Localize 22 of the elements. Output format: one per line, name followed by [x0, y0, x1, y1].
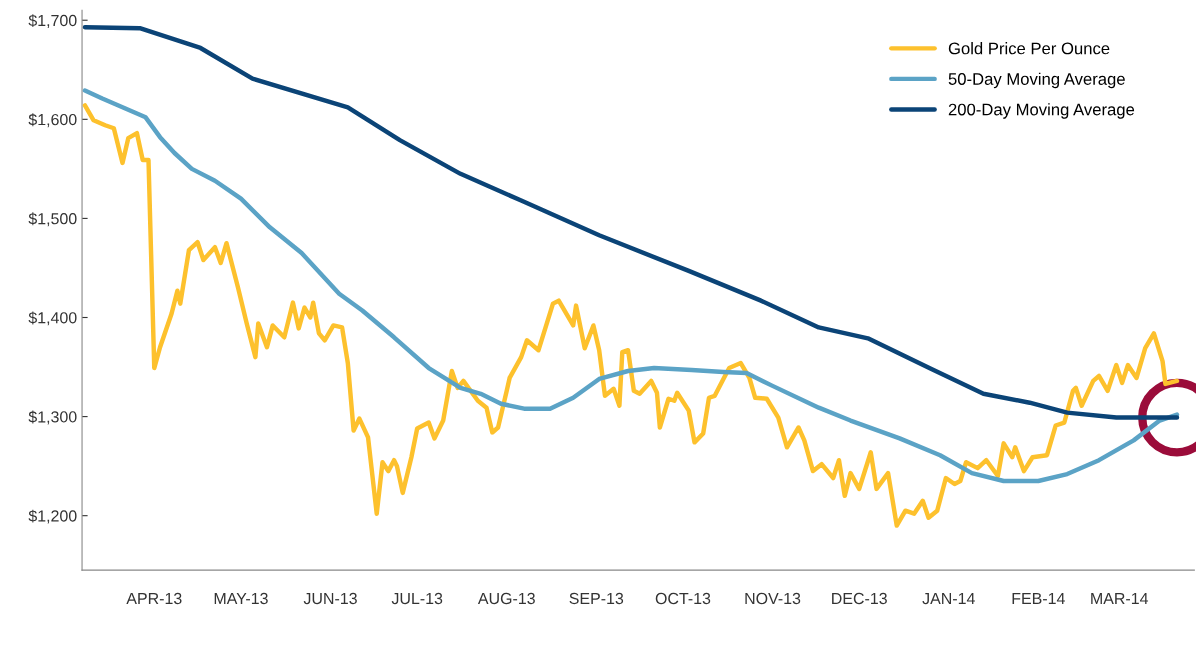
x-tick-label: MAR-14 [1091, 592, 1149, 604]
x-tick-label: AUG-13 [477, 592, 535, 605]
x-tick-label: JUL-13 [391, 592, 443, 605]
x-tick-label: OCT-13 [655, 592, 711, 605]
x-tick-label: SEP-13 [569, 592, 624, 605]
y-tick-label: $1,500 [28, 212, 77, 227]
legend-label: 50-Day Moving Average [948, 72, 1125, 89]
y-tick-label: $1,200 [28, 509, 77, 524]
line-series [82, 24, 1180, 420]
y-tick-label: $1,700 [28, 14, 77, 29]
x-tick-label: MAY-13 [214, 592, 268, 605]
x-tick-label: APR-13 [126, 592, 182, 605]
y-tick-label: $1,600 [28, 113, 77, 128]
x-tick-label: JAN-14 [922, 592, 975, 605]
x-tick-label: DEC-13 [832, 592, 887, 605]
y-tick-label: $1,400 [28, 311, 77, 326]
x-tick-label: NOV-13 [745, 592, 801, 605]
y-tick-label: $1,300 [28, 410, 77, 425]
x-tick-label: JUN-13 [303, 592, 357, 605]
x-tick-label: FEB-14 [1012, 592, 1065, 604]
legend-label: Gold Price Per Ounce [948, 42, 1110, 55]
legend-label: 200-Day Moving Average [948, 103, 1135, 119]
